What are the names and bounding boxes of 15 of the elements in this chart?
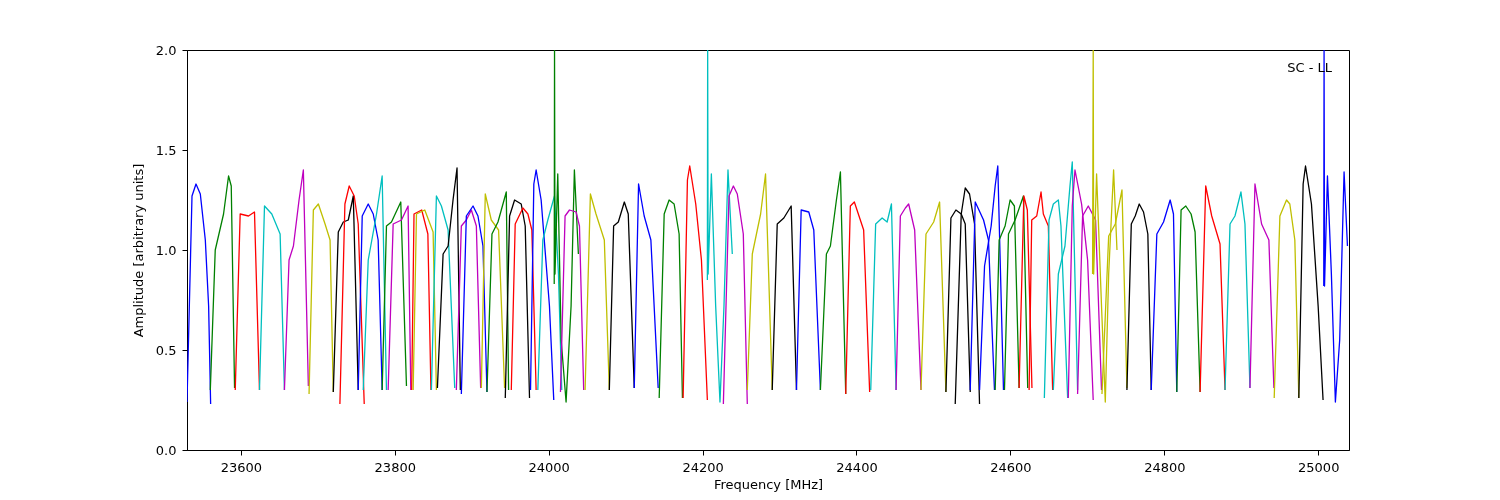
x-tick-label: 24600 bbox=[990, 459, 1032, 475]
x-tick-label: 24200 bbox=[682, 459, 724, 475]
x-axis-title: Frequency [MHz] bbox=[713, 476, 824, 492]
x-tick-label: 24800 bbox=[1144, 459, 1186, 475]
x-tick-label: 24400 bbox=[836, 459, 878, 475]
y-tick-label: 0.0 bbox=[155, 442, 177, 458]
y-tick-label: 2.0 bbox=[155, 42, 177, 58]
y-axis-title: Amplitude [arbitrary units] bbox=[130, 163, 146, 338]
y-tick-label: 1.5 bbox=[155, 142, 177, 158]
y-tick-label: 1.0 bbox=[155, 242, 177, 258]
x-tick-label: 25000 bbox=[1298, 459, 1340, 475]
x-tick-label: 23800 bbox=[374, 459, 416, 475]
x-tick-label: 24000 bbox=[528, 459, 570, 475]
y-tick-label: 0.5 bbox=[155, 342, 177, 358]
x-tick-label: 23600 bbox=[220, 459, 263, 475]
